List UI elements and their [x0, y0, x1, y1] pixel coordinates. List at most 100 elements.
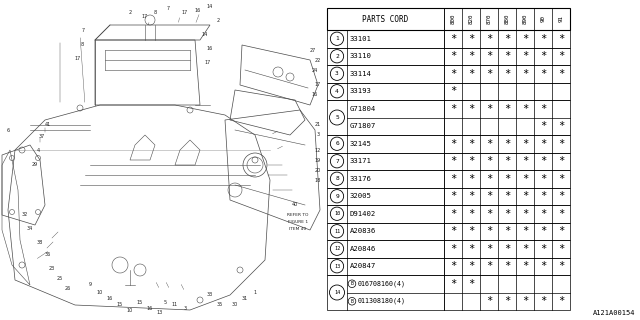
Text: *: * [450, 34, 456, 44]
Text: 16: 16 [312, 92, 318, 98]
Text: 8: 8 [154, 11, 157, 15]
Text: 23: 23 [49, 266, 55, 270]
Text: *: * [468, 279, 474, 289]
Text: 32145: 32145 [350, 141, 372, 147]
Text: *: * [504, 34, 510, 44]
Text: 16: 16 [195, 7, 201, 12]
Text: *: * [558, 191, 564, 201]
Text: 15: 15 [137, 300, 143, 305]
Text: *: * [558, 244, 564, 254]
Text: 5: 5 [163, 300, 166, 305]
Bar [327, 30, 570, 47]
Text: *: * [522, 34, 528, 44]
Text: 37: 37 [39, 134, 45, 140]
Text: 2: 2 [335, 54, 339, 59]
Text: *: * [450, 279, 456, 289]
Text: *: * [522, 209, 528, 219]
Text: 33176: 33176 [350, 176, 372, 182]
Text: 19: 19 [315, 157, 321, 163]
Bar [327, 258, 570, 275]
Bar [327, 205, 570, 222]
Text: 91: 91 [559, 15, 563, 22]
Text: *: * [504, 296, 510, 306]
Text: G71807: G71807 [350, 123, 376, 129]
Text: 33: 33 [207, 292, 213, 298]
Text: 16: 16 [147, 306, 153, 310]
Bar [327, 240, 570, 258]
Text: D91402: D91402 [350, 211, 376, 217]
Text: 2: 2 [129, 11, 132, 15]
Text: *: * [486, 104, 492, 114]
Text: REFER TO: REFER TO [287, 213, 308, 217]
Text: 10: 10 [97, 290, 103, 294]
Text: *: * [504, 209, 510, 219]
Text: 17: 17 [142, 13, 148, 19]
Text: 11: 11 [334, 229, 340, 234]
Text: *: * [450, 209, 456, 219]
Text: A20836: A20836 [350, 228, 376, 234]
Text: *: * [558, 69, 564, 79]
Text: *: * [522, 104, 528, 114]
Text: 10: 10 [334, 211, 340, 216]
Text: 8: 8 [335, 176, 339, 181]
Text: 15: 15 [117, 301, 123, 307]
Text: *: * [486, 261, 492, 271]
Text: *: * [486, 69, 492, 79]
Text: 9: 9 [335, 194, 339, 199]
Text: 20: 20 [315, 167, 321, 172]
Text: 29: 29 [32, 163, 38, 167]
Text: 21: 21 [315, 123, 321, 127]
Bar [327, 8, 570, 30]
Text: 36: 36 [45, 252, 51, 258]
Text: *: * [522, 226, 528, 236]
Text: *: * [504, 156, 510, 166]
Text: *: * [558, 209, 564, 219]
Text: *: * [468, 261, 474, 271]
Text: *: * [450, 156, 456, 166]
Text: *: * [468, 139, 474, 149]
Text: A20846: A20846 [350, 246, 376, 252]
Text: 6: 6 [6, 127, 10, 132]
Text: 17: 17 [205, 60, 211, 65]
Text: *: * [558, 261, 564, 271]
Text: 24: 24 [312, 68, 318, 73]
Text: *: * [540, 296, 546, 306]
Text: 17: 17 [315, 83, 321, 87]
Text: 16: 16 [207, 45, 213, 51]
Text: G71804: G71804 [350, 106, 376, 112]
Text: *: * [540, 121, 546, 131]
Bar [327, 188, 570, 205]
Text: *: * [468, 34, 474, 44]
Text: 3: 3 [184, 306, 187, 310]
Text: *: * [540, 191, 546, 201]
Text: 41: 41 [45, 123, 51, 127]
Text: *: * [558, 174, 564, 184]
Text: *: * [522, 296, 528, 306]
Text: 12: 12 [334, 246, 340, 251]
Text: *: * [504, 244, 510, 254]
Text: 3: 3 [335, 71, 339, 76]
Text: *: * [558, 296, 564, 306]
Text: 30: 30 [232, 301, 238, 307]
Text: *: * [504, 51, 510, 61]
Text: *: * [504, 174, 510, 184]
Text: *: * [540, 139, 546, 149]
Text: *: * [522, 69, 528, 79]
Text: 26: 26 [65, 285, 71, 291]
Text: *: * [450, 51, 456, 61]
Text: *: * [486, 209, 492, 219]
Text: 870: 870 [486, 14, 492, 24]
Text: 3: 3 [316, 132, 319, 138]
Text: 800: 800 [451, 14, 456, 24]
Text: 17: 17 [182, 11, 188, 15]
Text: *: * [558, 34, 564, 44]
Text: PARTS CORD: PARTS CORD [362, 14, 408, 23]
Text: 14: 14 [334, 290, 340, 295]
Text: A20847: A20847 [350, 263, 376, 269]
Text: *: * [486, 139, 492, 149]
Bar [327, 153, 570, 170]
Text: FIGURE 1: FIGURE 1 [288, 220, 308, 224]
Text: *: * [468, 174, 474, 184]
Text: *: * [540, 261, 546, 271]
Text: 14: 14 [207, 4, 213, 9]
